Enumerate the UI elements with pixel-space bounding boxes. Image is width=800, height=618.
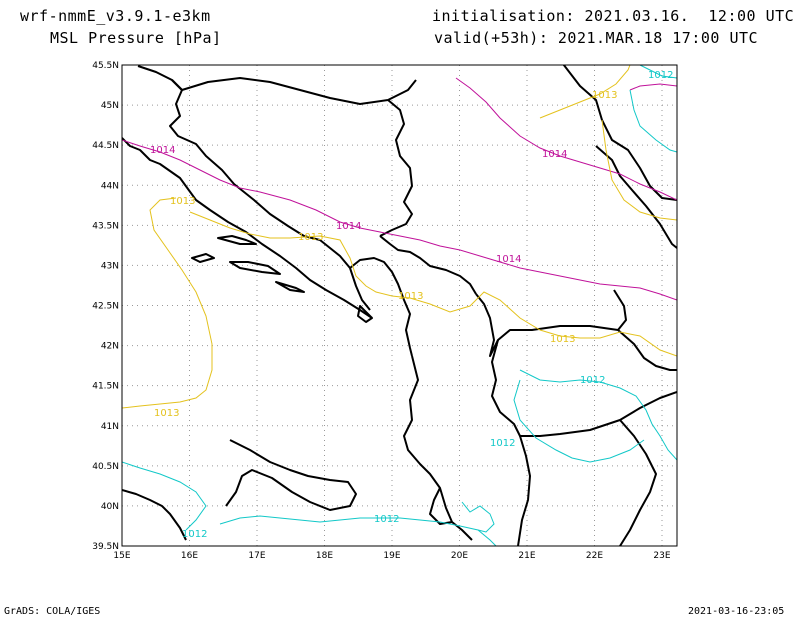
label-1013-d: 1013 <box>550 334 575 345</box>
lat-label: 41N <box>101 422 119 432</box>
lon-label: 16E <box>181 551 198 561</box>
lat-label: 42.5N <box>92 302 119 312</box>
label-1012-e: 1012 <box>182 529 207 540</box>
footer-timestamp: 2021-03-16-23:05 <box>688 606 785 617</box>
coastline-borders <box>122 65 677 546</box>
label-1012-b: 1012 <box>580 375 605 386</box>
label-1012-a: 1012 <box>648 70 673 81</box>
lat-lon-grid <box>122 65 677 546</box>
lon-label: 21E <box>518 551 535 561</box>
lat-label: 43N <box>101 261 119 271</box>
lat-label: 40N <box>101 502 119 512</box>
footer-credit: GrADS: COLA/IGES <box>4 606 101 617</box>
lat-label: 43.5N <box>92 221 119 231</box>
lat-label: 42N <box>101 342 119 352</box>
label-1014-d: 1014 <box>542 149 567 160</box>
label-1014-c: 1014 <box>496 254 521 265</box>
lat-label: 45.5N <box>92 61 119 71</box>
isobar-1012 <box>122 65 677 546</box>
lat-label: 39.5N <box>92 542 119 552</box>
valid-time: valid(+53h): 2021.MAR.18 17:00 UTC <box>434 29 759 47</box>
lon-label: 22E <box>586 551 603 561</box>
label-1013-f: 1013 <box>154 408 179 419</box>
label-1012-d: 1012 <box>374 514 399 525</box>
field-title: MSL Pressure [hPa] <box>50 29 222 47</box>
lat-label: 45N <box>101 101 119 111</box>
lat-label: 40.5N <box>92 462 119 472</box>
label-1013-a: 1013 <box>170 196 195 207</box>
label-1013-e: 1013 <box>592 90 617 101</box>
lon-label: 20E <box>451 551 468 561</box>
lon-label: 23E <box>653 551 670 561</box>
map-frame <box>121 64 678 547</box>
lon-label: 18E <box>316 551 333 561</box>
init-time: initialisation: 2021.03.16. 12:00 UTC <box>432 7 795 25</box>
label-1014-a: 1014 <box>150 145 175 156</box>
label-1013-b: 1013 <box>298 232 323 243</box>
label-1013-c: 1013 <box>398 291 423 302</box>
latitude-labels: 45.5N 45N 44.5N 44N 43.5N 43N 42.5N 42N 41.5N 41N… <box>92 61 119 552</box>
label-1014-b: 1014 <box>336 221 361 232</box>
lat-label: 44N <box>101 181 119 191</box>
longitude-labels: 15E 16E 17E 18E 19E 20E 21E 22E 23E <box>113 551 670 561</box>
lon-label: 15E <box>113 551 130 561</box>
lat-label: 44.5N <box>92 141 119 151</box>
isobar-1013 <box>122 65 677 409</box>
lon-label: 17E <box>248 551 265 561</box>
label-1012-c: 1012 <box>490 438 515 449</box>
model-title: wrf-nmmE_v3.9.1-e3km <box>20 7 211 25</box>
lat-label: 41.5N <box>92 382 119 392</box>
lon-label: 19E <box>383 551 400 561</box>
isobar-1014 <box>122 77 677 301</box>
